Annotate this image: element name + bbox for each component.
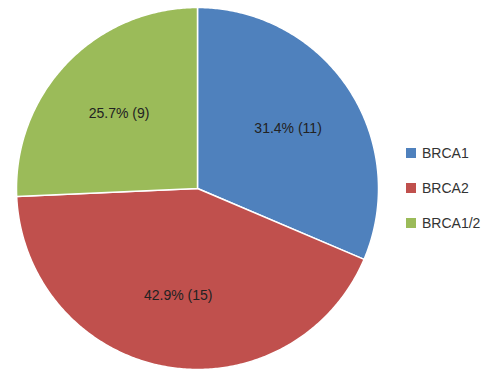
html-text:BRCA2: BRCA2 [422,179,469,196]
svg-text:31.4% (11): 31.4% (11) [254,120,321,136]
svg-text:25.7% (9): 25.7% (9) [89,105,150,121]
html-text:BRCA1: BRCA1 [422,144,469,161]
svg-text:42.9% (15): 42.9% (15) [144,287,212,303]
html-text:BRCA1/2: BRCA1/2 [422,214,481,231]
